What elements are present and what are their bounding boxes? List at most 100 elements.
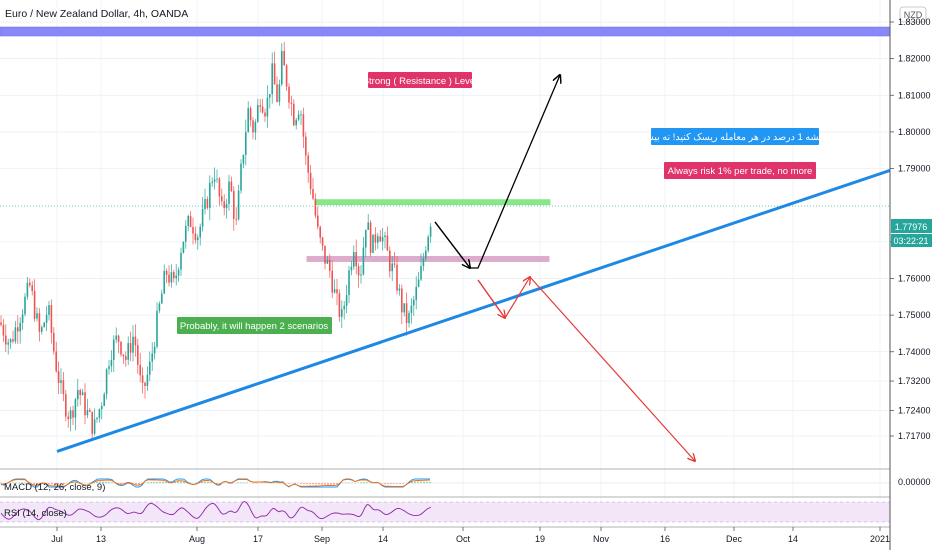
candle-body bbox=[281, 50, 283, 85]
candle-body bbox=[295, 119, 297, 126]
candle-body bbox=[175, 275, 177, 279]
candle-body bbox=[127, 343, 129, 360]
svg-text:NZD: NZD bbox=[904, 10, 923, 20]
candle-body bbox=[185, 226, 187, 242]
rsi-line bbox=[0, 501, 432, 521]
time-tick-label: 17 bbox=[253, 534, 263, 544]
rsi-label: RSI (14, close) bbox=[4, 508, 67, 519]
annotation-scenarios-text: Probably, it will happen 2 scenarios bbox=[180, 321, 328, 332]
macd-histogram-bar bbox=[390, 483, 392, 484]
candle-body bbox=[317, 215, 319, 227]
candle-body bbox=[386, 235, 389, 251]
macd-value: 0.00000 bbox=[898, 477, 931, 487]
candle-body bbox=[216, 178, 218, 180]
time-tick-label: 14 bbox=[788, 534, 798, 544]
candle-body bbox=[53, 332, 55, 352]
price-tick-label: 1.83000 bbox=[898, 17, 931, 27]
time-axis-ticks: Jul 13 Aug 17 Sep 14 Oct 19 Nov 16 Dec 14 2021 bbox=[51, 527, 890, 544]
price-tick-label: 1.76000 bbox=[898, 273, 931, 283]
candle-body bbox=[55, 351, 57, 372]
zone-lower-zone[interactable] bbox=[306, 256, 550, 262]
candle-body bbox=[333, 289, 336, 293]
macd-histogram-bar bbox=[156, 481, 158, 484]
candle-body bbox=[19, 322, 21, 332]
scenario-bear-arrow bbox=[529, 276, 695, 461]
candle-body bbox=[283, 50, 285, 66]
candle-body bbox=[350, 266, 353, 271]
macd-histogram-bar bbox=[303, 483, 305, 484]
candle-body bbox=[362, 247, 365, 275]
candle-body bbox=[93, 419, 96, 434]
macd-histogram-bar bbox=[342, 482, 344, 484]
macd-histogram-bar bbox=[369, 482, 371, 484]
candle-body bbox=[288, 86, 290, 103]
macd-histogram-bar bbox=[135, 483, 137, 485]
candle-body bbox=[365, 229, 367, 248]
candle-body bbox=[261, 106, 264, 113]
macd-histogram-bar bbox=[63, 483, 65, 485]
zone-upper-zone[interactable] bbox=[314, 199, 551, 206]
candle-body bbox=[72, 410, 74, 418]
candle-body bbox=[396, 264, 398, 291]
candle-body bbox=[293, 103, 295, 126]
macd-histogram-bar bbox=[381, 483, 383, 484]
macd-histogram-bar bbox=[147, 482, 149, 484]
candle-body bbox=[278, 84, 281, 102]
candle-body bbox=[81, 392, 84, 396]
macd-histogram-bar bbox=[426, 481, 428, 484]
candle-body bbox=[5, 335, 7, 345]
candle-body bbox=[257, 105, 259, 122]
candle-body bbox=[189, 215, 192, 228]
candle-body bbox=[249, 108, 252, 121]
candle-body bbox=[331, 270, 333, 293]
candle-body bbox=[86, 410, 89, 416]
macd-histogram-bar bbox=[399, 483, 401, 484]
macd-histogram-bar bbox=[423, 481, 425, 484]
candle-body bbox=[403, 303, 405, 313]
candle-body bbox=[245, 132, 247, 155]
candle-body bbox=[74, 399, 77, 418]
candle-body bbox=[252, 120, 254, 133]
candle-body bbox=[228, 181, 230, 204]
candle-body bbox=[7, 342, 9, 345]
time-tick-label: Oct bbox=[456, 534, 471, 544]
zone-strong-resistance[interactable] bbox=[0, 26, 891, 37]
macd-histogram-bar bbox=[300, 483, 302, 484]
macd-histogram-bar bbox=[93, 482, 95, 484]
macd-histogram-bar bbox=[159, 481, 161, 484]
candle-body bbox=[324, 245, 326, 264]
macd-histogram-bar bbox=[348, 482, 350, 484]
currency-badge[interactable]: NZD bbox=[899, 6, 927, 23]
candle-body bbox=[201, 209, 204, 227]
macd-histogram-bar bbox=[0, 483, 2, 484]
candle-body bbox=[24, 296, 26, 315]
candle-body bbox=[389, 250, 391, 272]
time-tick-label: Dec bbox=[726, 534, 743, 544]
candle-body bbox=[139, 364, 141, 376]
macd-histogram-bar bbox=[162, 481, 164, 484]
candle-body bbox=[254, 121, 257, 133]
candle-body bbox=[161, 293, 163, 304]
candle-body bbox=[427, 236, 429, 251]
macd-histogram-bar bbox=[210, 482, 212, 484]
candle-body bbox=[379, 236, 381, 242]
candle-body bbox=[353, 252, 355, 267]
candle-body bbox=[425, 250, 427, 259]
trendline[interactable] bbox=[56, 168, 891, 453]
macd-histogram-bar bbox=[366, 482, 368, 484]
macd-histogram-bar bbox=[363, 482, 365, 484]
macd-histogram-bar bbox=[324, 483, 326, 485]
macd-signal-line bbox=[0, 479, 431, 487]
candle-body bbox=[115, 335, 117, 340]
candle-body bbox=[405, 303, 408, 324]
price-tick-label: 1.72400 bbox=[898, 405, 931, 415]
macd-histogram-bar bbox=[21, 482, 23, 484]
scenario-bull-arrow bbox=[434, 75, 560, 269]
candle-body bbox=[213, 179, 216, 182]
time-tick-label: 14 bbox=[378, 534, 388, 544]
candle-body bbox=[69, 410, 72, 420]
candle-body bbox=[21, 314, 24, 323]
candle-body bbox=[156, 310, 158, 347]
macd-histogram-bar bbox=[393, 483, 395, 484]
